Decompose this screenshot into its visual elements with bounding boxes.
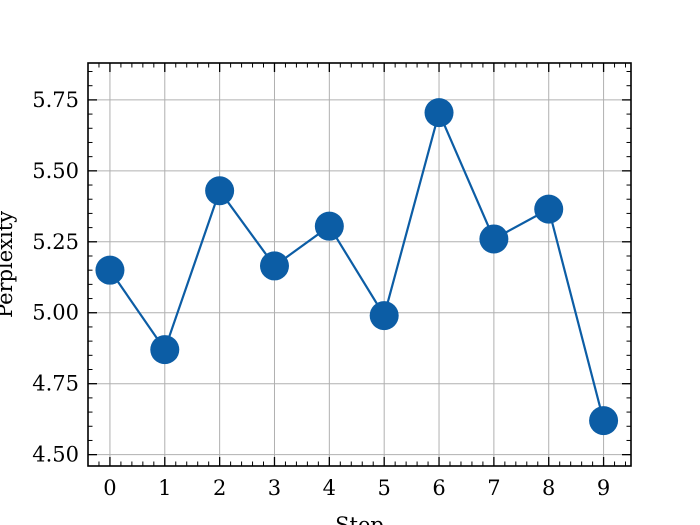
x-tick-label: 0: [103, 476, 116, 500]
data-point: [314, 211, 344, 241]
y-tick-label: 5.50: [32, 159, 79, 183]
x-tick-label: 5: [377, 476, 390, 500]
x-tick-label: 2: [213, 476, 226, 500]
data-point: [479, 224, 509, 254]
x-tick-label: 4: [323, 476, 336, 500]
series-line: [109, 109, 605, 421]
x-tick-label: 3: [268, 476, 281, 500]
y-tick-label: 4.75: [32, 372, 79, 396]
data-point: [589, 406, 619, 436]
y-tick-label: 4.50: [32, 443, 79, 467]
y-tick-label: 5.00: [32, 301, 79, 325]
x-tick-label: 1: [158, 476, 171, 500]
x-tick-label: 7: [487, 476, 500, 500]
data-point: [95, 255, 125, 285]
data-point: [369, 301, 399, 331]
tick-labels: 0 1 2 3 4 5 6 7 8 9 4.50 4.75 5.00 5.25 5.50 5.75: [32, 88, 610, 500]
data-point: [205, 176, 235, 206]
x-axis-label: Step: [335, 513, 384, 525]
data-point: [259, 251, 289, 281]
y-tick-label: 5.75: [32, 88, 79, 112]
x-tick-label: 8: [542, 476, 555, 500]
x-tick-label: 6: [432, 476, 445, 500]
data-point: [150, 335, 180, 365]
x-tick-label: 9: [597, 476, 610, 500]
data-point: [534, 194, 564, 224]
data-point: [424, 98, 454, 128]
grid: [88, 63, 631, 466]
y-tick-label: 5.25: [32, 230, 79, 254]
series-line-group: [95, 98, 619, 436]
plot-frame: [87, 62, 632, 467]
axes: [87, 62, 632, 467]
y-axis-label: Perplexity: [0, 211, 17, 318]
